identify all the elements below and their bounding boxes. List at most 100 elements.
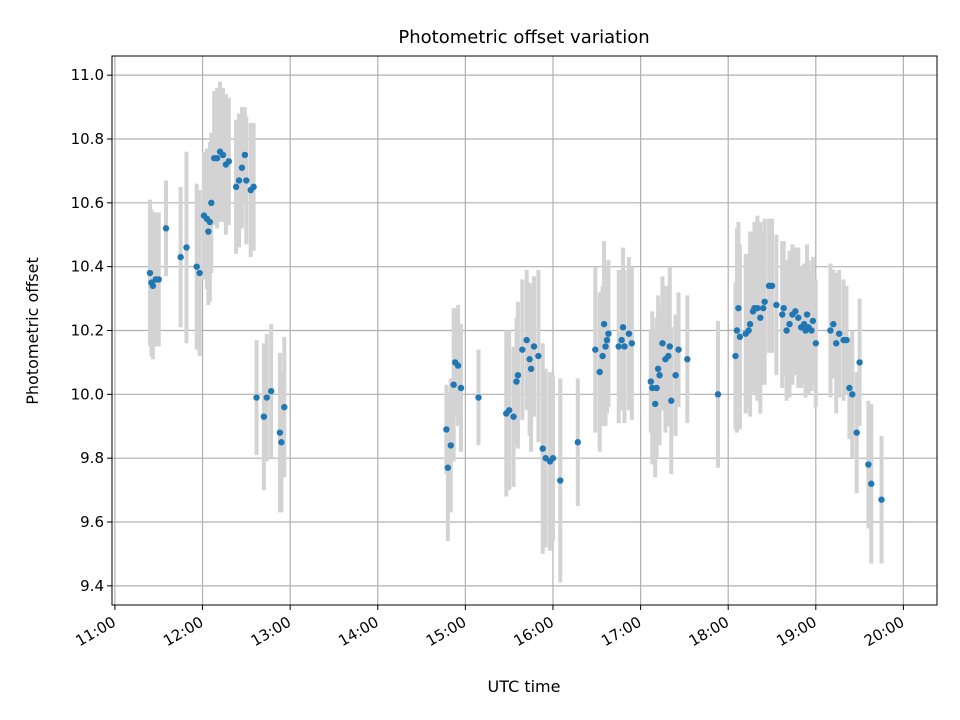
y-tick-label: 10.8 [71,130,104,148]
data-point [260,413,268,420]
data-point [621,343,628,350]
data-point [853,429,860,436]
data-point [773,301,780,309]
y-tick-label: 10.4 [71,258,104,276]
data-point [865,461,872,468]
data-point [835,330,843,337]
data-point [447,442,454,449]
data-point [177,253,184,261]
data-point [514,371,522,379]
data-point [600,320,608,328]
data-point [281,403,288,411]
data-point [654,365,662,373]
data-point [754,304,761,312]
y-tick-label: 10.0 [71,385,104,403]
data-point [665,352,672,360]
data-point [241,151,249,159]
data-point [278,439,285,446]
data-point [526,356,533,363]
data-point [475,394,482,401]
data-point [574,439,581,446]
data-point [786,320,793,328]
data-point [666,343,673,350]
grid [112,56,937,605]
data-point [530,343,538,350]
data-point [523,336,530,344]
data-point [625,330,633,337]
data-point [450,381,457,388]
data-point [760,304,767,312]
data-point [761,298,768,305]
data-point [812,340,820,347]
data-point [615,343,622,350]
data-point [276,429,284,436]
data-point [659,340,666,347]
data-point [672,371,679,379]
data-point [155,276,162,283]
data-point [539,445,546,452]
y-axis-ticks: 9.4 9.6 9.8 10.0 10.2 10.4 10.6 10.8 11.0 [71,66,112,595]
data-point [653,384,660,392]
data-point [205,228,212,235]
data-point [208,199,215,207]
data-point [213,154,221,162]
data-point [162,225,170,232]
data-point [849,391,856,398]
data-point [513,378,520,385]
data-point [868,480,875,487]
data-point [618,336,625,344]
data-point [745,327,752,334]
data-points [146,148,885,503]
data-point [795,314,802,321]
data-point [149,282,157,290]
data-point [736,333,744,341]
data-point [603,336,611,344]
data-point [549,454,557,462]
y-tick-label: 9.6 [80,513,104,531]
data-point [263,394,270,401]
data-point [605,330,612,337]
y-tick-label: 9.4 [80,577,104,595]
data-point [253,394,260,401]
data-point [238,164,246,171]
data-point [768,282,776,290]
chart-title: Photometric offset variation [398,27,649,48]
data-point [783,327,790,334]
data-point [232,183,240,191]
y-axis-title: Photometric offset [23,257,42,405]
data-point [505,407,513,414]
data-point [651,400,659,408]
data-point [206,218,214,226]
data-point [602,343,609,350]
data-point [527,365,535,373]
data-point [619,324,627,331]
data-point [833,340,840,347]
data-point [808,327,815,334]
data-point [599,352,606,360]
data-point [827,327,834,334]
data-point [519,346,526,353]
data-point [250,183,257,191]
data-point [809,317,817,325]
data-point [219,151,227,159]
data-point [733,327,741,334]
data-point [780,304,787,312]
data-point [225,158,233,165]
data-point [803,311,811,318]
data-point [684,356,691,363]
data-point [454,362,462,369]
data-point [856,359,863,366]
data-point [443,426,450,433]
data-point [746,320,754,328]
y-tick-label: 10.2 [71,322,104,340]
data-point [649,384,656,392]
data-point [628,340,636,347]
data-point [146,269,154,277]
data-point [193,263,200,270]
data-point [714,391,722,398]
data-point [592,346,599,353]
data-point [510,413,517,420]
data-point [757,314,764,321]
data-point [535,352,542,360]
